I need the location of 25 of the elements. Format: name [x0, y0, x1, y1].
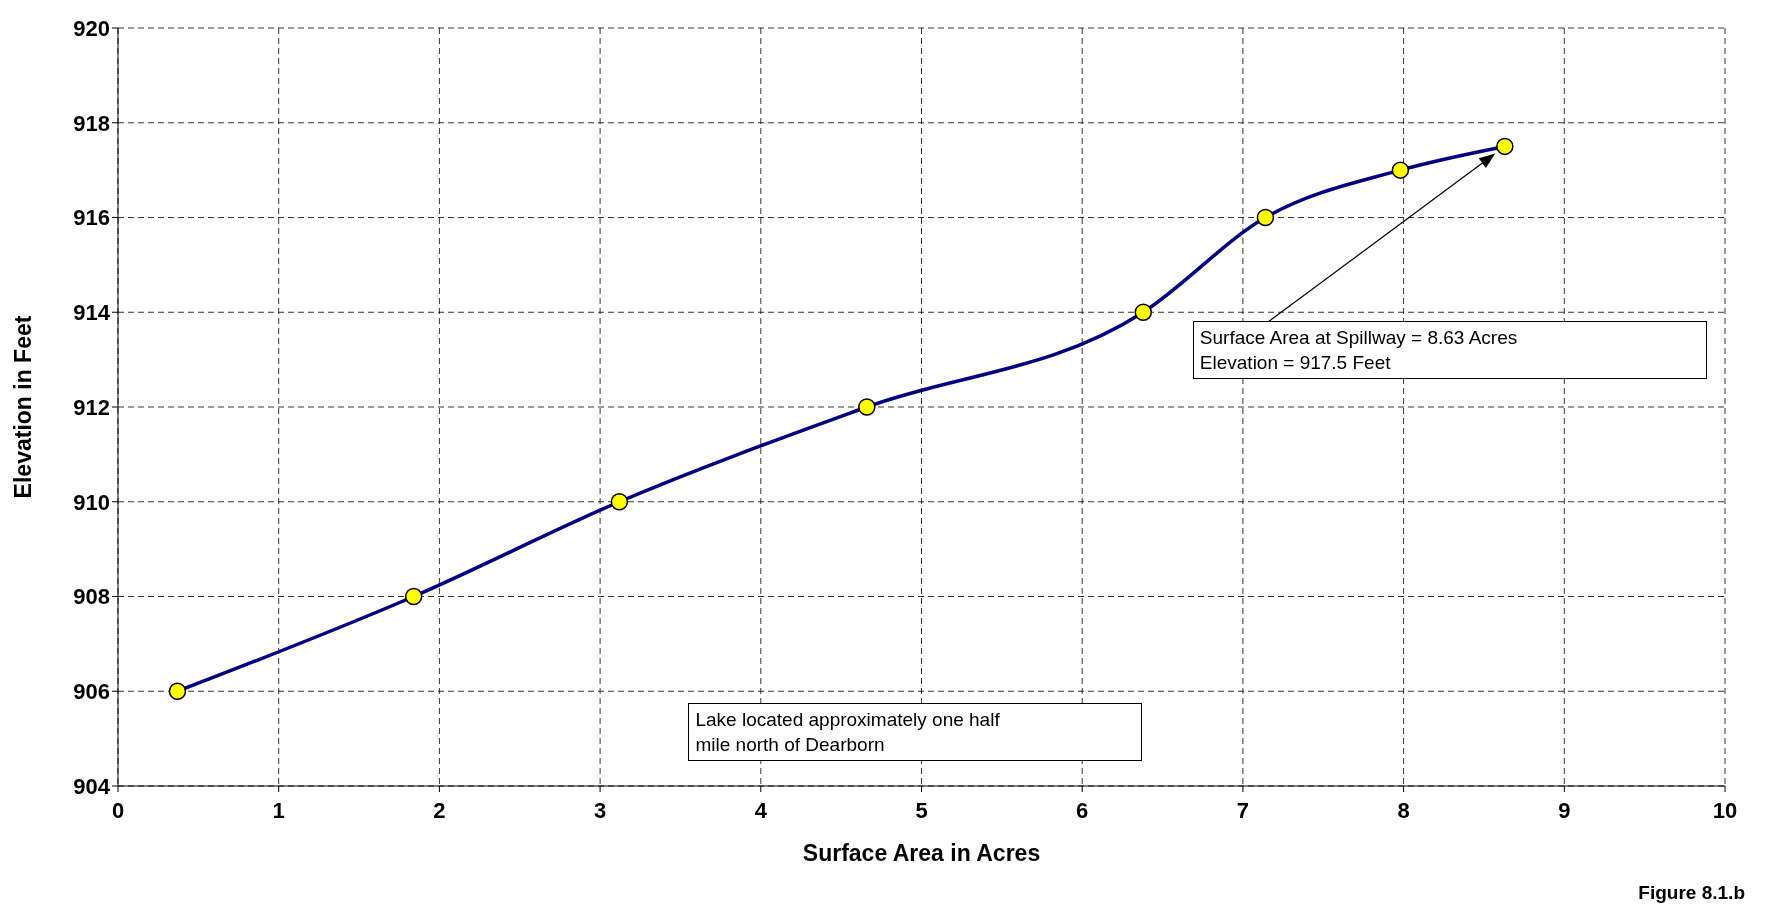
y-tick-label: 906 [73, 679, 110, 705]
y-axis-title: Elevation in Feet [10, 315, 37, 499]
x-tick-label: 6 [1076, 797, 1089, 823]
x-axis-title: Surface Area in Acres [802, 840, 1041, 866]
x-tick-label: 9 [1558, 797, 1571, 823]
x-tick-label: 10 [1712, 797, 1738, 823]
x-tick-label: 1 [272, 797, 285, 823]
y-tick-label: 908 [73, 584, 110, 610]
y-tick-label: 904 [73, 773, 111, 799]
x-tick-label: 4 [754, 797, 768, 823]
text-box: Lake located approximately one half mile north of Dearborn [688, 702, 1143, 761]
x-tick-label: 3 [593, 797, 607, 823]
y-tick-label: 912 [73, 394, 110, 420]
y-tick-label: 910 [73, 489, 110, 515]
x-tick-label: 7 [1236, 797, 1250, 823]
y-tick-label: 918 [73, 110, 110, 136]
text-box: Surface Area at Spillway = 8.63 Acres Elevation = 917.5 Feet [1192, 321, 1707, 380]
caption: Figure 8.1.b [1638, 882, 1745, 904]
y-tick-label: 916 [73, 205, 110, 231]
x-tick-label: 8 [1397, 797, 1410, 823]
y-tick-label: 914 [73, 300, 111, 326]
y-tick-label: 920 [73, 15, 110, 41]
x-tick-label: 5 [915, 797, 928, 823]
x-tick-label: 0 [111, 797, 125, 823]
x-tick-label: 2 [433, 797, 446, 823]
